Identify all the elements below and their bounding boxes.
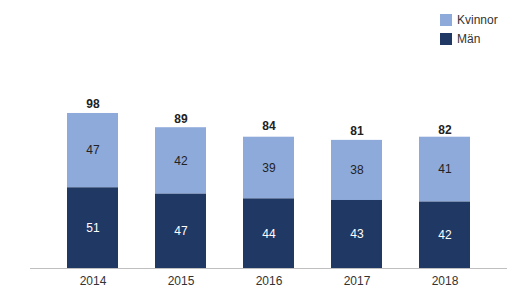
svg-text:43: 43 — [350, 227, 364, 241]
svg-text:47: 47 — [174, 224, 188, 238]
svg-text:51: 51 — [86, 221, 100, 235]
svg-text:84: 84 — [262, 119, 276, 133]
svg-text:2016: 2016 — [256, 274, 283, 288]
svg-text:2017: 2017 — [344, 274, 371, 288]
html-text:Kvinnor: Kvinnor — [457, 12, 498, 27]
svg-text:38: 38 — [350, 163, 364, 177]
svg-text:44: 44 — [262, 227, 276, 241]
svg-text:42: 42 — [438, 228, 452, 242]
svg-text:2018: 2018 — [432, 274, 459, 288]
svg-text:39: 39 — [262, 161, 276, 175]
svg-text:89: 89 — [174, 112, 188, 126]
html-text:Män: Män — [457, 31, 481, 46]
svg-text:81: 81 — [350, 124, 364, 138]
svg-text:82: 82 — [438, 123, 452, 137]
svg-text:41: 41 — [438, 162, 452, 176]
svg-text:98: 98 — [86, 97, 100, 111]
svg-text:47: 47 — [86, 143, 100, 157]
svg-text:2014: 2014 — [80, 274, 107, 288]
svg-text:42: 42 — [174, 154, 188, 168]
svg-text:2015: 2015 — [168, 274, 195, 288]
